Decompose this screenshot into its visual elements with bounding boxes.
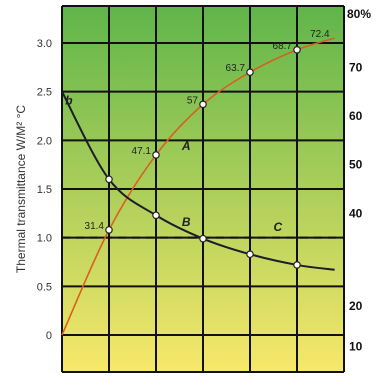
data-label-a: 57 <box>187 95 199 106</box>
data-point-a <box>293 46 301 54</box>
right-tick-label: 10 <box>349 340 363 354</box>
left-tick-label: 3.0 <box>37 38 52 50</box>
right-axis-ticks: 10 20 40 50 60 70 80% <box>347 7 371 354</box>
left-tick-label: 2.0 <box>37 135 52 147</box>
right-tick-label: 70 <box>349 60 363 74</box>
data-label-a: 31.4 <box>85 221 105 232</box>
series-markers <box>105 46 301 269</box>
curve-label-b: B <box>182 215 191 229</box>
data-point-b <box>199 234 207 243</box>
y-axis-title: Thermal transmittance W/M² °C <box>14 105 28 273</box>
data-point-b <box>246 250 254 259</box>
data-label-a: 72.4 <box>310 29 330 40</box>
left-axis-ticks: 0 0.5 1.0 1.5 2.0 2.5 3.0 <box>37 38 52 342</box>
data-point-a <box>246 68 254 76</box>
data-point-b <box>152 211 160 220</box>
right-tick-label: 40 <box>349 206 363 220</box>
point-labels: 31.4 47.1 57 63.7 68.7 72.4 <box>85 29 331 232</box>
data-point-a <box>199 100 207 109</box>
data-point-a <box>105 226 113 234</box>
curve-label-c: C <box>274 220 283 234</box>
data-point-a <box>152 151 160 159</box>
left-tick-label: 1.5 <box>37 184 52 196</box>
data-point-b <box>293 261 301 269</box>
curve-label-a: A <box>181 139 191 153</box>
right-tick-label: 50 <box>349 158 363 172</box>
curve-labels: b A B C <box>65 93 282 234</box>
data-label-a: 47.1 <box>132 146 152 157</box>
curve-label-b: b <box>65 93 72 107</box>
right-tick-label-top: 80% <box>347 7 371 21</box>
right-tick-label: 20 <box>349 299 363 313</box>
data-label-a: 63.7 <box>226 63 246 74</box>
left-tick-label: 1.0 <box>37 233 52 245</box>
data-point-b <box>105 175 113 184</box>
right-tick-label: 60 <box>349 109 363 123</box>
left-tick-label: 0.5 <box>37 281 52 293</box>
left-tick-label: 0 <box>46 330 52 342</box>
left-tick-label: 2.5 <box>37 87 52 99</box>
data-label-a: 68.7 <box>273 41 293 52</box>
